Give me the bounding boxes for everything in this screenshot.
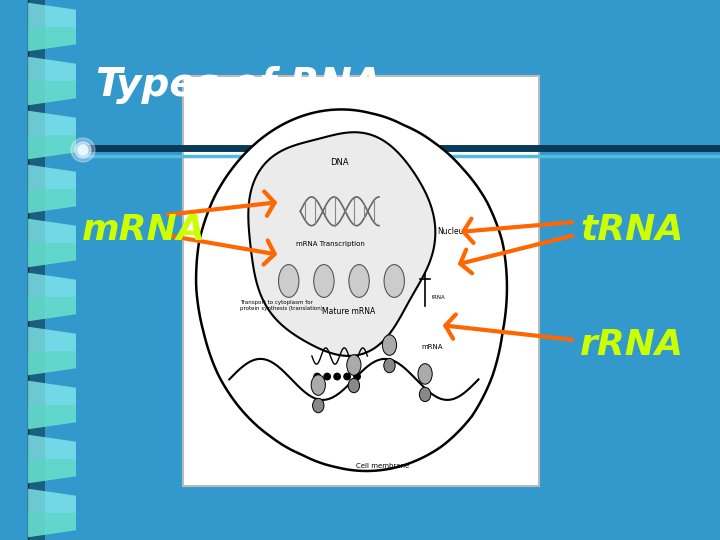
- Ellipse shape: [312, 399, 324, 413]
- Bar: [183, 76, 539, 486]
- Bar: [28, 0, 45, 540]
- Ellipse shape: [311, 375, 325, 395]
- Polygon shape: [28, 513, 76, 537]
- Ellipse shape: [279, 265, 299, 298]
- Text: Transport to cytoplasm for
protein synthesis (translation): Transport to cytoplasm for protein synth…: [240, 300, 323, 311]
- Text: mRNA: mRNA: [421, 343, 443, 349]
- Polygon shape: [28, 435, 76, 459]
- Circle shape: [71, 138, 95, 162]
- Polygon shape: [28, 273, 76, 297]
- Ellipse shape: [384, 265, 405, 298]
- Text: Types of RNA: Types of RNA: [96, 66, 382, 104]
- Text: rRNA: rRNA: [580, 328, 684, 362]
- Polygon shape: [28, 219, 76, 243]
- Polygon shape: [28, 189, 76, 213]
- Polygon shape: [28, 243, 76, 267]
- Circle shape: [75, 142, 91, 158]
- Polygon shape: [28, 297, 76, 321]
- Text: mRNA: mRNA: [82, 213, 206, 247]
- Circle shape: [78, 145, 88, 155]
- Text: mRNA Transcription: mRNA Transcription: [296, 241, 365, 247]
- Circle shape: [324, 373, 330, 380]
- Polygon shape: [28, 489, 76, 513]
- Ellipse shape: [418, 364, 432, 384]
- Polygon shape: [28, 3, 76, 27]
- Ellipse shape: [384, 359, 395, 373]
- Ellipse shape: [349, 265, 369, 298]
- Polygon shape: [28, 111, 76, 135]
- Circle shape: [354, 373, 360, 380]
- Circle shape: [334, 373, 341, 380]
- Polygon shape: [196, 110, 507, 471]
- Ellipse shape: [348, 379, 359, 393]
- Polygon shape: [28, 81, 76, 105]
- Polygon shape: [28, 405, 76, 429]
- Polygon shape: [28, 27, 76, 51]
- Circle shape: [314, 373, 320, 380]
- Polygon shape: [28, 165, 76, 189]
- Polygon shape: [28, 57, 76, 81]
- Polygon shape: [28, 327, 76, 351]
- Text: Cell membrane: Cell membrane: [356, 462, 409, 469]
- Ellipse shape: [347, 355, 361, 375]
- Polygon shape: [28, 135, 76, 159]
- Polygon shape: [28, 381, 76, 405]
- Polygon shape: [28, 351, 76, 375]
- Ellipse shape: [419, 387, 431, 402]
- Polygon shape: [28, 459, 76, 483]
- Polygon shape: [248, 132, 436, 356]
- Text: tRNA: tRNA: [432, 295, 446, 300]
- Ellipse shape: [314, 265, 334, 298]
- Circle shape: [344, 373, 351, 380]
- Ellipse shape: [382, 335, 397, 355]
- Text: Nucleus: Nucleus: [437, 227, 467, 237]
- Text: DNA: DNA: [330, 158, 349, 167]
- Text: tRNA: tRNA: [580, 213, 683, 247]
- Text: Mature mRNA: Mature mRNA: [323, 307, 376, 316]
